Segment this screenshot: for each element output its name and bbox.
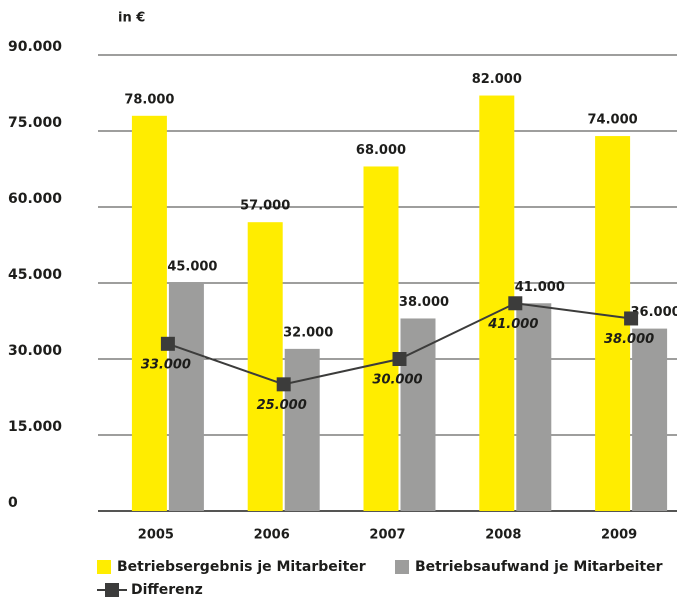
x-tick-label: 2008 xyxy=(485,528,521,543)
line-marker xyxy=(624,311,639,326)
x-tick-label: 2007 xyxy=(369,528,405,543)
bar xyxy=(247,222,283,511)
value-label: 41.000 xyxy=(515,280,565,295)
value-label: 45.000 xyxy=(167,260,217,275)
line-marker xyxy=(276,377,291,392)
value-label: 57.000 xyxy=(240,199,290,214)
value-label: 74.000 xyxy=(588,113,638,128)
unit-label: in € xyxy=(118,11,145,26)
bar xyxy=(363,166,399,511)
line-value-label: 41.000 xyxy=(487,317,538,332)
line-value-label: 38.000 xyxy=(604,332,654,347)
value-label: 32.000 xyxy=(283,325,333,340)
line-marker xyxy=(508,296,523,311)
bar xyxy=(632,328,668,511)
legend-marker xyxy=(105,583,119,597)
line-value-label: 30.000 xyxy=(372,373,422,388)
y-tick-label: 60.000 xyxy=(8,191,62,207)
bar xyxy=(131,115,167,512)
bar xyxy=(168,283,204,511)
line-value-label: 33.000 xyxy=(141,357,191,372)
legend-swatch xyxy=(97,560,111,574)
legend-label: Betriebsaufwand je Mitarbeiter xyxy=(415,559,663,575)
y-tick-label: 75.000 xyxy=(8,115,62,131)
y-tick-label: 45.000 xyxy=(8,267,62,283)
y-tick-label: 90.000 xyxy=(8,39,62,55)
bar xyxy=(400,318,436,511)
value-label: 36.000 xyxy=(631,305,677,320)
legend-swatch xyxy=(395,560,409,574)
line-marker xyxy=(392,352,407,366)
bar xyxy=(284,348,320,511)
x-tick-label: 2005 xyxy=(138,528,174,543)
value-label: 82.000 xyxy=(472,72,522,87)
legend-label: Differenz xyxy=(131,582,203,598)
value-label: 68.000 xyxy=(356,143,406,158)
value-label: 38.000 xyxy=(399,295,449,310)
line-value-label: 25.000 xyxy=(257,398,307,413)
legend-label: Betriebsergebnis je Mitarbeiter xyxy=(117,559,366,575)
x-tick-label: 2006 xyxy=(254,528,290,543)
value-label: 78.000 xyxy=(124,92,174,107)
bar xyxy=(516,303,552,511)
line-marker xyxy=(160,336,175,351)
y-tick-label: 0 xyxy=(8,495,18,511)
y-tick-label: 30.000 xyxy=(8,343,62,359)
y-tick-label: 15.000 xyxy=(8,419,62,435)
x-tick-label: 2009 xyxy=(601,528,637,543)
